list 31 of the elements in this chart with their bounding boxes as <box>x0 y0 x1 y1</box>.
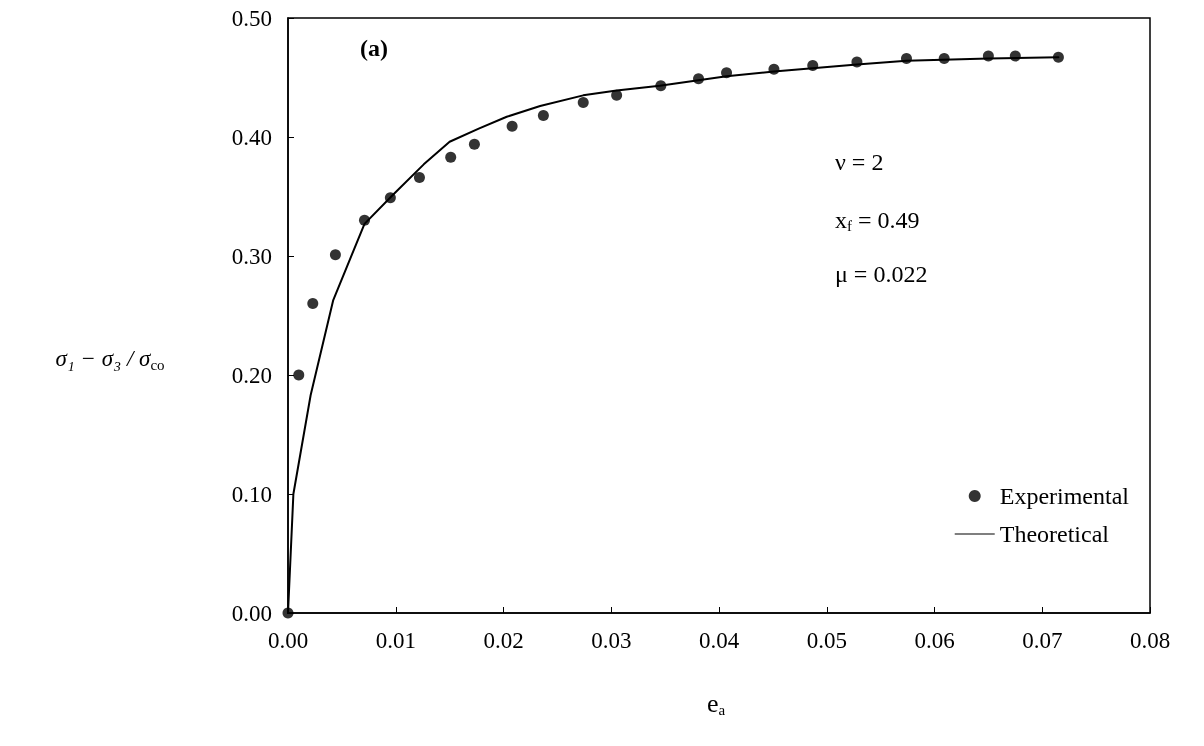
annotation: ν = 2 <box>835 149 884 175</box>
legend-label: Experimental <box>999 483 1130 509</box>
point <box>293 369 305 381</box>
point <box>307 298 319 310</box>
point <box>468 138 480 150</box>
x-tick-label: 0.01 <box>375 628 416 653</box>
y-tick-label: 0.30 <box>231 243 272 269</box>
x-axis-title: ea <box>706 689 726 718</box>
annotation: μ = 0.022 <box>835 261 928 287</box>
annotation: (a) <box>360 35 388 61</box>
point <box>577 96 589 108</box>
point <box>329 249 341 261</box>
legend-label: Theoretical <box>999 521 1110 547</box>
x-tick-label: 0.04 <box>698 628 740 653</box>
x-tick-label: 0.07 <box>1022 628 1063 653</box>
point <box>413 171 425 183</box>
x-tick-label: 0.06 <box>914 628 955 653</box>
point <box>611 89 623 101</box>
x-tick-label: 0.05 <box>806 628 847 653</box>
y-tick-label: 0.40 <box>231 124 272 150</box>
y-tick-label: 0.10 <box>231 481 272 507</box>
y-tick-label: 0.20 <box>231 362 272 388</box>
x-tick-label: 0.00 <box>267 628 309 653</box>
y-tick-label: 0.00 <box>231 600 272 626</box>
x-tick-label: 0.08 <box>1129 628 1171 653</box>
x-tick-label: 0.02 <box>483 628 524 653</box>
y-tick-label: 0.50 <box>231 5 272 31</box>
point <box>445 151 457 163</box>
point <box>537 110 549 122</box>
point <box>506 120 518 132</box>
x-tick-label: 0.03 <box>591 628 632 653</box>
